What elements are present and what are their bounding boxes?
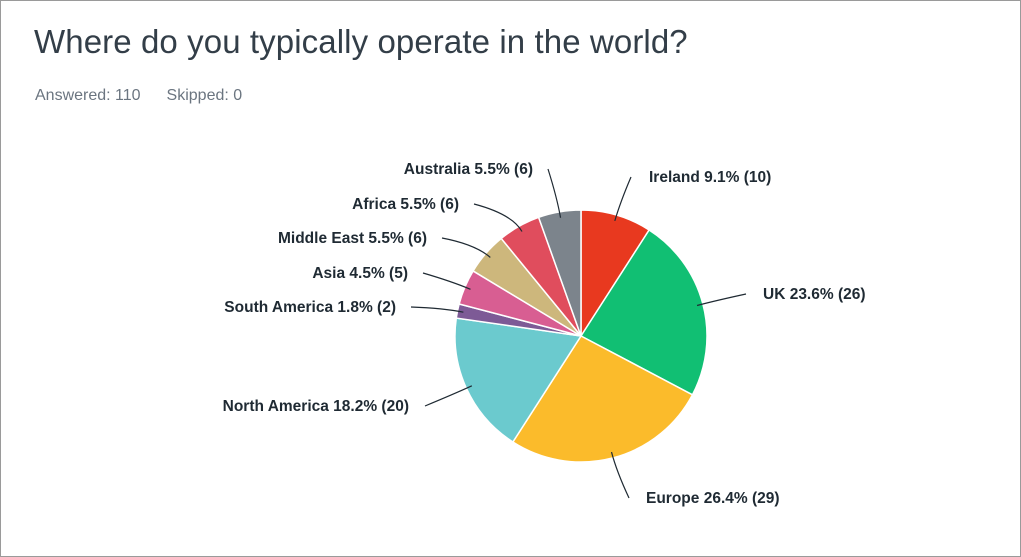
leader-line-north-america (424, 385, 473, 407)
leader-line-asia (422, 272, 471, 290)
leader-line-australia (547, 168, 562, 218)
slice-label-middle-east: Middle East 5.5% (6) (278, 230, 427, 247)
leader-line-middle-east (441, 237, 491, 258)
slice-label-asia: Asia 4.5% (5) (312, 265, 408, 282)
slice-label-ireland: Ireland 9.1% (10) (649, 169, 771, 186)
slice-label-south-america: South America 1.8% (2) (224, 299, 396, 316)
slice-label-north-america: North America 18.2% (20) (223, 398, 409, 415)
slice-label-australia: Australia 5.5% (6) (404, 161, 533, 178)
leader-line-south-america (410, 306, 464, 313)
leader-line-uk (696, 293, 747, 307)
slice-label-africa: Africa 5.5% (6) (352, 196, 459, 213)
leader-line-ireland (614, 176, 632, 222)
skipped-count: Skipped: 0 (166, 87, 243, 104)
leader-line-africa (473, 203, 523, 232)
leader-line-europe (610, 451, 630, 499)
slice-label-uk: UK 23.6% (26) (763, 286, 866, 303)
answered-count: Answered: 110 (35, 87, 141, 104)
question-title: Where do you typically operate in the wo… (34, 23, 688, 60)
slice-label-europe: Europe 26.4% (29) (646, 490, 780, 507)
response-stats: Answered: 110 Skipped: 0 (35, 87, 242, 105)
